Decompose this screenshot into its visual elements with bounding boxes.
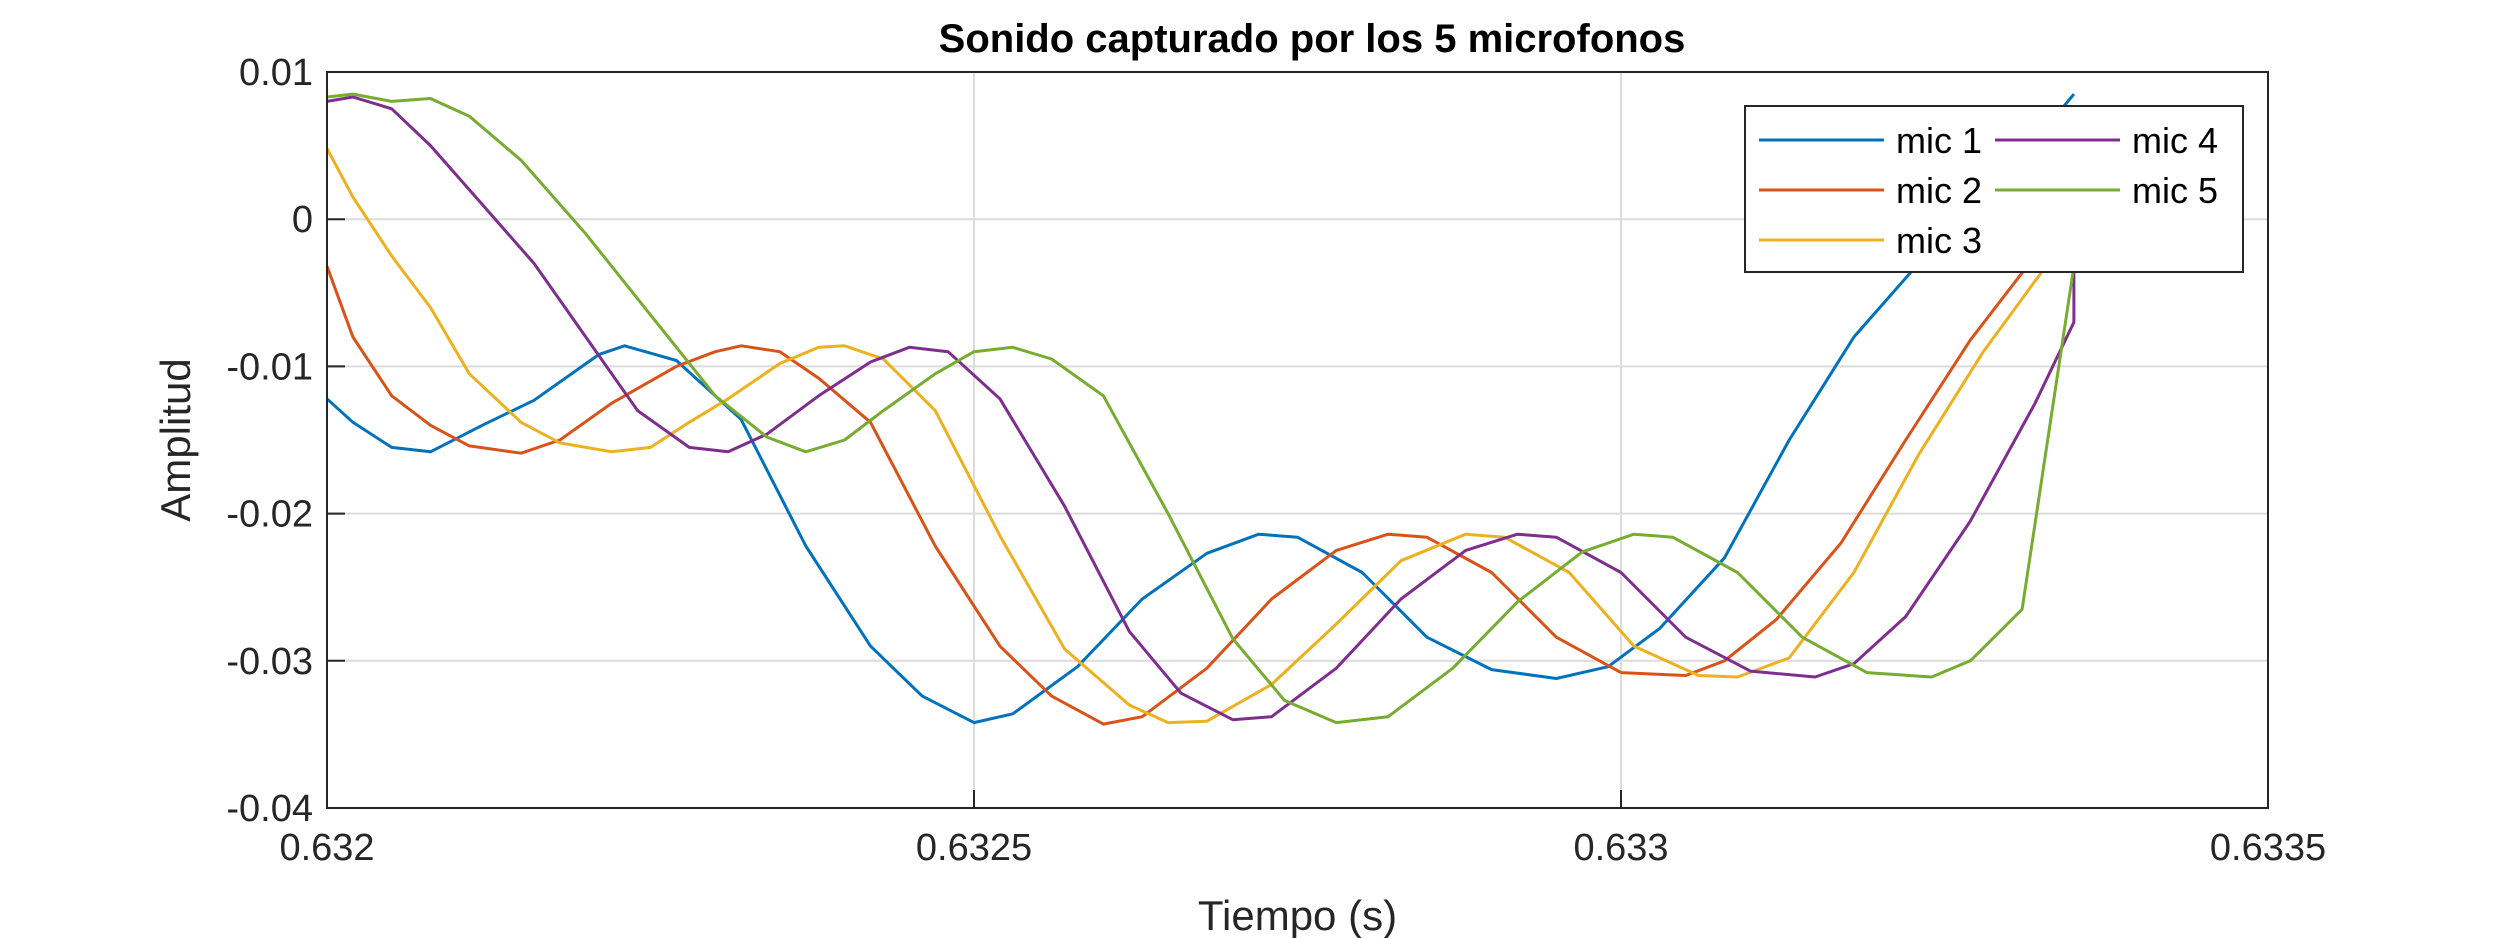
series-line-mic-3 — [325, 147, 2076, 725]
legend-label: mic 1 — [1896, 120, 1982, 161]
legend-label: mic 3 — [1896, 220, 1982, 261]
y-tick-label: -0.04 — [226, 788, 313, 830]
series-line-mic-2 — [325, 181, 2076, 726]
y-tick-label: -0.03 — [226, 641, 313, 683]
plot-frame — [326, 71, 2269, 809]
chart-title: Sonido capturado por los 5 microfonos — [939, 17, 1686, 61]
series-line-mic-4 — [326, 95, 2076, 722]
y-tick-label: 0.01 — [239, 52, 313, 94]
x-tick-label: 0.6335 — [2210, 827, 2326, 869]
legend: mic 1 mic 2 mic 3 mic 4 mic 5 — [1744, 105, 2244, 273]
y-tick-label: -0.02 — [226, 494, 313, 536]
x-tick-label: 0.6325 — [916, 827, 1032, 869]
legend-label: mic 2 — [1896, 170, 1982, 211]
series-line-mic-1 — [325, 93, 2076, 725]
x-tick-label: 0.632 — [279, 827, 374, 869]
legend-label: mic 4 — [2132, 120, 2218, 161]
x-axis-label: Tiempo (s) — [1198, 892, 1397, 938]
x-tick-label: 0.633 — [1573, 827, 1668, 869]
ticks: 0.632 0.6325 0.633 0.6335 0.01 0 -0.01 -0.02 -0.… — [226, 52, 2326, 869]
y-axis-label: Amplitud — [152, 358, 199, 521]
series-line-mic-5 — [326, 92, 2076, 725]
y-tick-label: -0.01 — [226, 346, 313, 388]
y-tick-label: 0 — [292, 199, 313, 241]
legend-label: mic 5 — [2132, 170, 2218, 211]
series-layer — [325, 92, 2076, 726]
